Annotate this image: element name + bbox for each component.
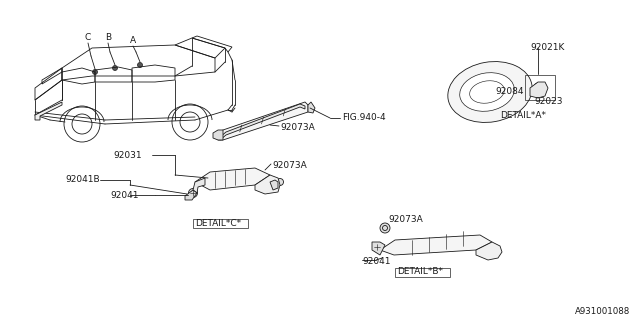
Polygon shape bbox=[380, 235, 492, 255]
Polygon shape bbox=[530, 82, 548, 98]
Circle shape bbox=[138, 62, 143, 68]
Text: FIG.940-4: FIG.940-4 bbox=[342, 114, 386, 123]
Text: 92084: 92084 bbox=[495, 87, 524, 97]
Text: A931001088: A931001088 bbox=[575, 308, 630, 316]
Text: 92041: 92041 bbox=[362, 258, 390, 267]
Polygon shape bbox=[218, 102, 308, 140]
Text: 92041: 92041 bbox=[110, 190, 138, 199]
Circle shape bbox=[189, 188, 198, 197]
Polygon shape bbox=[213, 130, 223, 140]
Bar bbox=[193, 219, 248, 228]
Bar bbox=[395, 268, 450, 277]
Polygon shape bbox=[308, 102, 315, 113]
Circle shape bbox=[372, 243, 381, 252]
Bar bbox=[525, 75, 555, 100]
Text: 92073A: 92073A bbox=[280, 124, 315, 132]
Polygon shape bbox=[270, 180, 278, 190]
Ellipse shape bbox=[460, 73, 515, 111]
Circle shape bbox=[93, 69, 97, 75]
Text: 92041B: 92041B bbox=[65, 175, 100, 185]
Text: 92023: 92023 bbox=[534, 98, 563, 107]
Text: 92073A: 92073A bbox=[388, 215, 423, 225]
Text: A: A bbox=[130, 36, 136, 45]
Polygon shape bbox=[372, 242, 385, 255]
Circle shape bbox=[534, 83, 542, 91]
Polygon shape bbox=[35, 102, 62, 120]
Polygon shape bbox=[220, 104, 305, 140]
Circle shape bbox=[394, 241, 403, 250]
Circle shape bbox=[276, 179, 284, 186]
Text: DETAIL*A*: DETAIL*A* bbox=[500, 110, 546, 119]
Polygon shape bbox=[185, 190, 197, 200]
Polygon shape bbox=[193, 178, 205, 193]
Circle shape bbox=[380, 223, 390, 233]
Text: DETAIL*B*: DETAIL*B* bbox=[397, 268, 443, 276]
Text: B: B bbox=[105, 33, 111, 42]
Circle shape bbox=[208, 175, 218, 185]
Text: 92073A: 92073A bbox=[272, 161, 307, 170]
Polygon shape bbox=[195, 168, 270, 190]
Text: 92021K: 92021K bbox=[530, 43, 564, 52]
Polygon shape bbox=[476, 242, 502, 260]
Circle shape bbox=[113, 66, 118, 70]
Text: 92031: 92031 bbox=[113, 150, 141, 159]
Text: C: C bbox=[85, 33, 91, 42]
Ellipse shape bbox=[448, 61, 532, 123]
Text: DETAIL*C*: DETAIL*C* bbox=[195, 220, 241, 228]
Polygon shape bbox=[255, 175, 280, 194]
